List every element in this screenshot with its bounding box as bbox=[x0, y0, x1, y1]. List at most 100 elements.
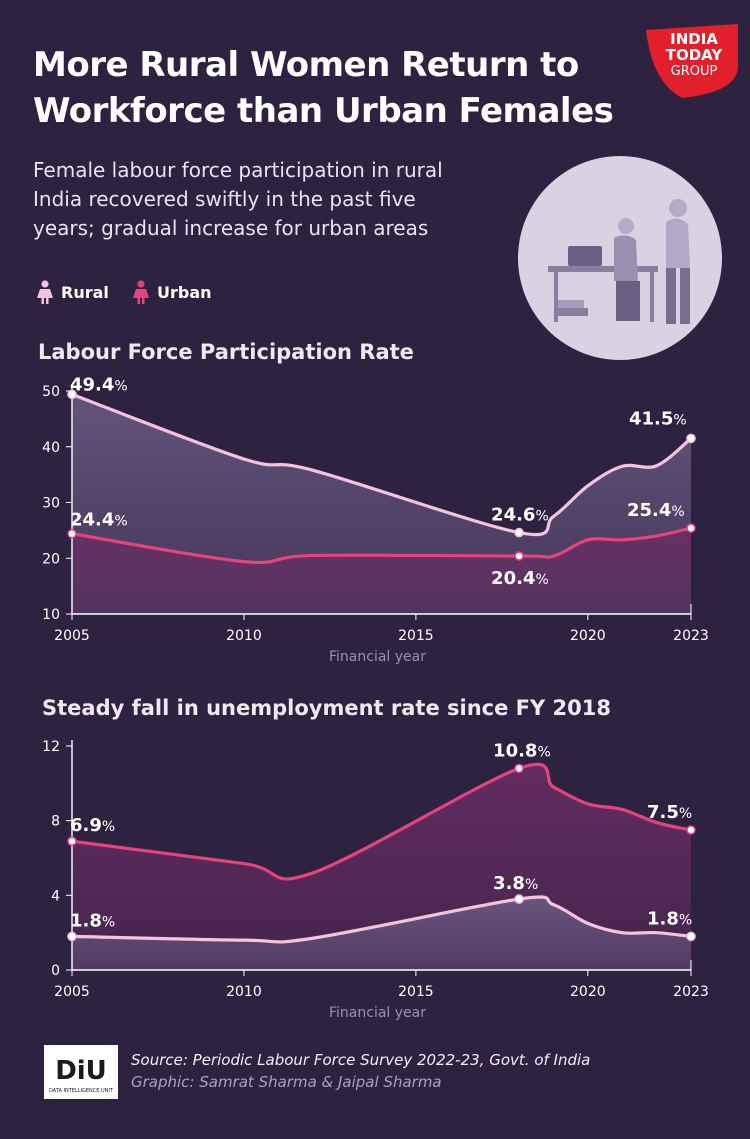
chart-title: Labour Force Participation Rate bbox=[38, 340, 414, 364]
line-urban bbox=[71, 526, 692, 565]
line-rural bbox=[71, 895, 692, 944]
y-tick-label: 8 bbox=[51, 814, 60, 830]
x-axis-title: Financial year bbox=[329, 1005, 426, 1021]
percent-sign: % bbox=[671, 504, 684, 520]
chart-title: Steady fall in unemployment rate since F… bbox=[42, 696, 611, 720]
line-urban bbox=[71, 762, 692, 881]
data-point-rural bbox=[514, 527, 524, 538]
data-label-urban: 24.4% bbox=[70, 510, 128, 531]
data-label-value: 1.8 bbox=[70, 910, 102, 931]
percent-sign: % bbox=[102, 914, 115, 930]
data-label-value: 25.4 bbox=[627, 500, 671, 521]
data-point-urban bbox=[514, 551, 524, 561]
data-label-value: 3.8 bbox=[493, 873, 525, 894]
data-point-urban bbox=[514, 763, 524, 774]
percent-sign: % bbox=[535, 509, 548, 525]
unemployment-chart: 12 8 4 0 2005 2010 2015 2020 2023 Financial year 6… bbox=[42, 739, 709, 1021]
data-point-rural bbox=[686, 931, 696, 942]
data-label-rural: 1.8% bbox=[70, 910, 115, 931]
y-tick-label: 30 bbox=[42, 496, 60, 512]
y-tick-label: 10 bbox=[42, 607, 60, 623]
source-note: Source: Periodic Labour Force Survey 202… bbox=[131, 1051, 591, 1069]
data-label-value: 49.4 bbox=[70, 374, 114, 395]
percent-sign: % bbox=[114, 514, 127, 530]
data-label-value: 1.8 bbox=[647, 908, 679, 929]
data-label-urban: 25.4% bbox=[627, 500, 685, 521]
data-label-value: 7.5 bbox=[647, 802, 679, 823]
x-tick-label: 2005 bbox=[54, 628, 90, 644]
x-tick-label: 2010 bbox=[226, 628, 262, 644]
y-tick-label: 0 bbox=[51, 963, 60, 979]
subtitle-line: years; gradual increase for urban areas bbox=[33, 216, 429, 240]
data-point-urban bbox=[67, 528, 77, 539]
area-rural bbox=[72, 897, 691, 970]
data-point-rural bbox=[67, 931, 77, 942]
data-point-rural bbox=[514, 894, 524, 904]
subtitle-line: India recovered swiftly in the past five bbox=[33, 187, 416, 211]
data-label-rural: 1.8% bbox=[647, 908, 692, 929]
credit-note: Graphic: Samrat Sharma & Jaipal Sharma bbox=[131, 1073, 442, 1091]
data-label-urban: 20.4% bbox=[491, 568, 549, 589]
female-icon bbox=[37, 280, 53, 304]
x-tick-label: 2023 bbox=[673, 628, 709, 644]
y-tick-label: 12 bbox=[42, 739, 60, 755]
percent-sign: % bbox=[102, 819, 115, 835]
percent-sign: % bbox=[679, 806, 692, 822]
percent-sign: % bbox=[537, 744, 550, 760]
page-title: More Rural Women Return to Workforce tha… bbox=[33, 42, 643, 134]
title-line: More Rural Women Return to bbox=[33, 45, 579, 85]
data-point-rural bbox=[67, 389, 77, 400]
y-tick-label: 20 bbox=[42, 551, 60, 567]
office-workers-illustration bbox=[518, 156, 722, 360]
area-urban bbox=[72, 528, 691, 614]
data-label-rural: 41.5% bbox=[629, 408, 687, 429]
diu-logo-subtext: DATA INTELLIGENCE UNIT bbox=[49, 1088, 114, 1094]
data-label-value: 41.5 bbox=[629, 408, 673, 429]
data-point-rural bbox=[686, 433, 696, 444]
data-label-value: 24.4 bbox=[70, 510, 114, 531]
percent-sign: % bbox=[673, 412, 686, 428]
percent-sign: % bbox=[525, 877, 538, 893]
percent-sign: % bbox=[114, 378, 127, 394]
legend: Rural Urban bbox=[36, 280, 230, 310]
title-line: Workforce than Urban Females bbox=[33, 91, 614, 131]
legend-item-urban: Urban bbox=[132, 280, 212, 304]
x-tick-label: 2010 bbox=[226, 984, 262, 1000]
data-label-rural: 24.6% bbox=[491, 505, 549, 526]
subtitle-line: Female labour force participation in rur… bbox=[33, 158, 443, 182]
diu-logo: DiU DATA INTELLIGENCE UNIT bbox=[44, 1045, 118, 1099]
data-label-value: 20.4 bbox=[491, 568, 535, 589]
line-rural bbox=[71, 392, 693, 537]
data-label-value: 10.8 bbox=[493, 740, 537, 761]
x-tick-label: 2020 bbox=[570, 628, 606, 644]
logo-text-group: GROUP bbox=[671, 64, 718, 79]
legend-label: Rural bbox=[61, 282, 109, 302]
data-label-value: 24.6 bbox=[491, 505, 535, 526]
data-label-rural: 49.4% bbox=[70, 374, 128, 395]
x-axis-title: Financial year bbox=[329, 649, 426, 665]
data-point-urban bbox=[67, 836, 77, 847]
data-point-urban bbox=[686, 523, 696, 533]
subtitle: Female labour force participation in rur… bbox=[33, 156, 513, 243]
x-tick-label: 2023 bbox=[673, 984, 709, 1000]
data-label-value: 6.9 bbox=[70, 815, 102, 836]
data-label-rural: 3.8% bbox=[493, 873, 538, 894]
x-tick-label: 2020 bbox=[570, 984, 606, 1000]
data-point-urban bbox=[686, 825, 696, 835]
diu-logo-text: DiU bbox=[55, 1056, 107, 1086]
percent-sign: % bbox=[679, 912, 692, 928]
data-label-urban: 6.9% bbox=[70, 815, 115, 836]
percent-sign: % bbox=[535, 572, 548, 588]
logo-shape bbox=[646, 24, 738, 98]
logo-text-india: INDIA bbox=[670, 30, 718, 48]
legend-item-rural: Rural bbox=[36, 280, 109, 304]
x-tick-label: 2015 bbox=[398, 984, 434, 1000]
logo-text-today: TODAY bbox=[666, 46, 724, 64]
legend-label: Urban bbox=[156, 282, 212, 302]
data-label-urban: 7.5% bbox=[647, 802, 692, 823]
y-tick-label: 50 bbox=[42, 384, 60, 400]
y-tick-label: 40 bbox=[42, 440, 60, 456]
female-icon bbox=[132, 280, 149, 304]
data-label-urban: 10.8% bbox=[493, 740, 551, 761]
